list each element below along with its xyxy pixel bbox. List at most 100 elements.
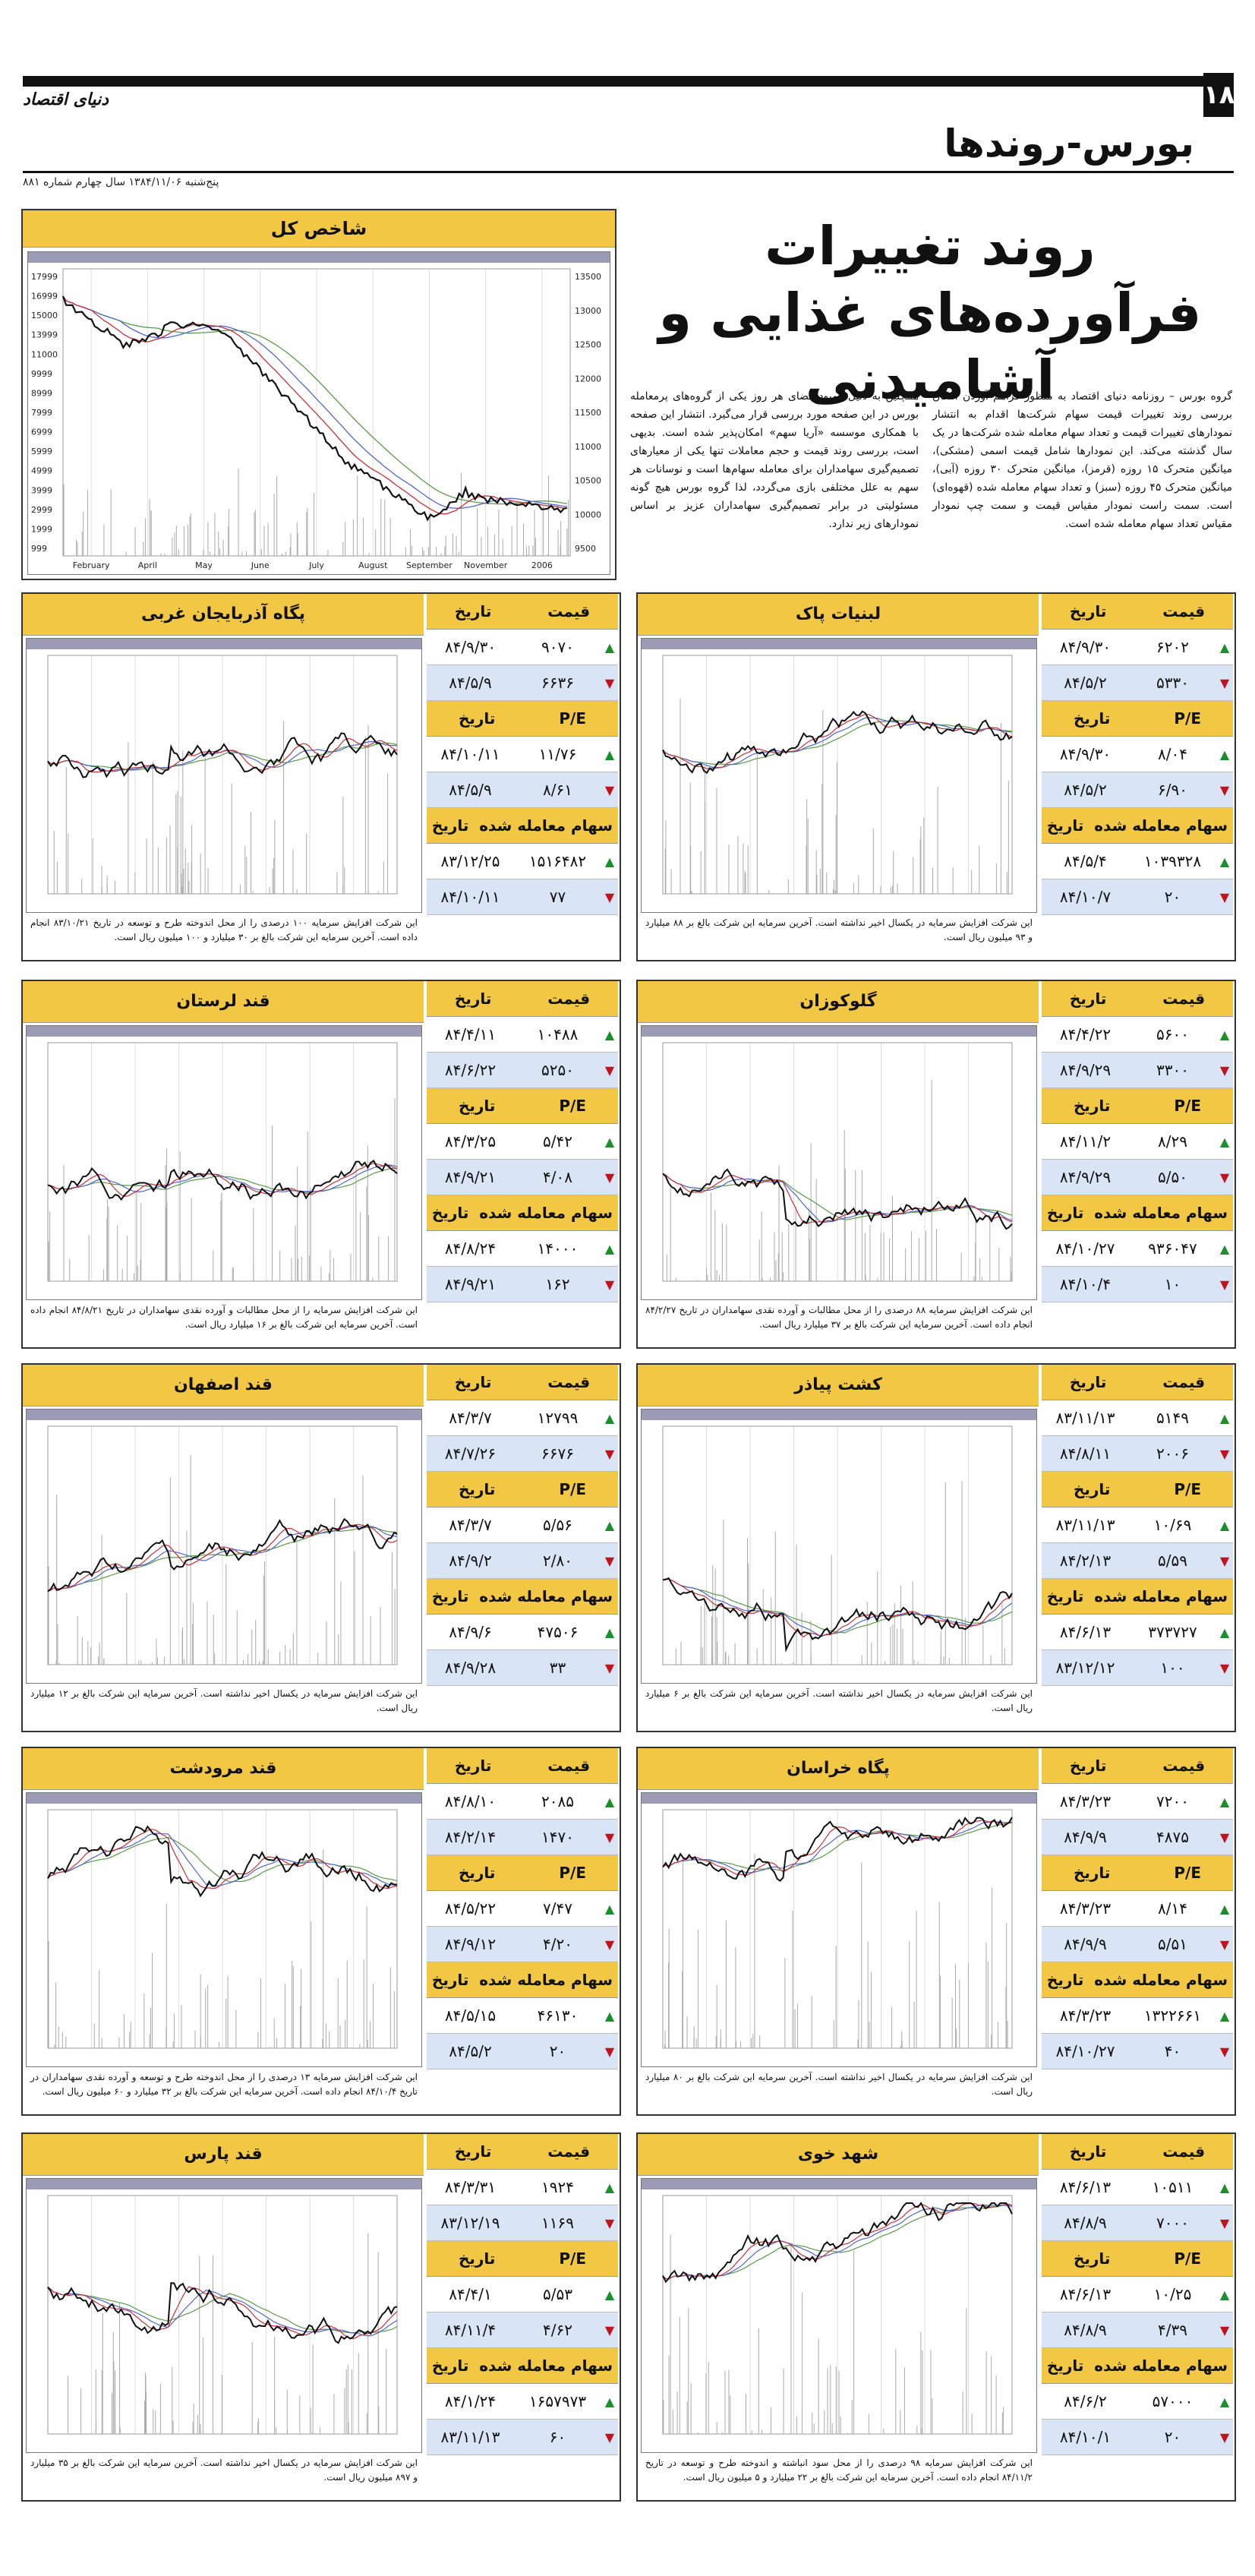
row-date: ۸۴/۸/۱۰ (444, 1792, 497, 1810)
row-value: ۱۰۵۱۱ (1152, 2178, 1194, 2196)
header-date: تاریخ (458, 1480, 496, 1498)
table-row: ۸۴/۹/۳۰ ۶۲۰۲ ▲ (1042, 630, 1233, 665)
row-value: ۸/۲۹ (1158, 1132, 1187, 1151)
row-date: ۸۴/۸/۹ (1064, 2214, 1107, 2232)
table-row: ۸۳/۱۱/۱۳ ۶۰ ▼ (427, 2420, 618, 2455)
row-date: ۸۴/۵/۱۵ (444, 2006, 497, 2025)
down-arrow-icon: ▼ (1219, 889, 1230, 904)
row-value: ۵/۵۹ (1158, 1552, 1187, 1570)
table-row: ۸۴/۳/۲۳ ۱۳۲۲۶۶۱ ▲ (1042, 1998, 1233, 2034)
header-date: تاریخ (431, 2357, 469, 2375)
row-value: ۷۷ (549, 888, 566, 906)
headline-line-2: فرآورده‌های غذایی و آشامیدنی (658, 282, 1202, 411)
down-arrow-icon: ▼ (1219, 782, 1230, 797)
row-date: ۸۴/۹/۹ (1064, 1935, 1107, 1953)
price-chart (641, 1792, 1037, 2067)
up-arrow-icon: ▲ (604, 2287, 615, 2302)
table-row: ۸۴/۵/۹ ۶۶۳۶ ▼ (427, 665, 618, 701)
left-tick: 15000 (31, 311, 58, 320)
up-arrow-icon: ▲ (1219, 2180, 1230, 2195)
table-header: تاریخ سهام معامله شده (427, 2348, 618, 2384)
down-arrow-icon: ▼ (604, 1277, 615, 1292)
down-arrow-icon: ▼ (604, 2215, 615, 2230)
row-value: ۶۰ (549, 2428, 566, 2446)
row-date: ۸۴/۴/۱۱ (444, 1025, 497, 1043)
up-arrow-icon: ▲ (604, 1901, 615, 1916)
row-value: ۵۶۰۰ (1156, 1025, 1189, 1043)
row-value: ۸/۰۴ (1158, 745, 1187, 763)
header-pe: P/E (559, 2249, 587, 2268)
table-row: ۸۴/۸/۱۰ ۲۰۸۵ ▲ (427, 1784, 618, 1820)
up-arrow-icon: ▲ (1219, 1027, 1230, 1042)
row-date: ۸۳/۱۱/۱۳ (440, 2428, 500, 2446)
row-date: ۸۴/۶/۲۲ (444, 1061, 497, 1079)
table-header: تاریخ قیمت (427, 1365, 618, 1400)
stats-table: تاریخ قیمت ۸۳/۱۱/۱۳ ۵۱۴۹ ▲ ۸۴/۸/۱۱ ۲۰۰۶ ▼ تاریخ P… (1042, 1365, 1233, 1686)
header-price: قیمت (547, 990, 591, 1008)
table-row: ۸۴/۱۰/۲۷ ۴۰ ▼ (1042, 2034, 1233, 2069)
left-tick: 1999 (31, 524, 52, 534)
up-arrow-icon: ▲ (604, 1410, 615, 1425)
row-value: ۱۴۷۰ (541, 1828, 574, 1846)
header-volume: سهام معامله شده (479, 2357, 613, 2375)
table-row: ۸۴/۶/۲۲ ۵۲۵۰ ▼ (427, 1053, 618, 1088)
header-volume: سهام معامله شده (1094, 1587, 1228, 1605)
table-row: ۸۴/۸/۹ ۷۰۰۰ ▼ (1042, 2205, 1233, 2241)
right-tick: 12500 (575, 340, 601, 350)
table-header: تاریخ قیمت (427, 2134, 618, 2170)
up-arrow-icon: ▲ (1219, 854, 1230, 869)
table-header: تاریخ سهام معامله شده (427, 1195, 618, 1231)
stats-table: تاریخ قیمت ۸۴/۹/۳۰ ۶۲۰۲ ▲ ۸۴/۵/۲ ۵۳۳۰ ▼ تاریخ P/E… (1042, 594, 1233, 915)
company-name: گلوکوزان (638, 981, 1039, 1023)
row-date: ۸۴/۹/۲ (449, 1552, 492, 1570)
down-arrow-icon: ▼ (604, 1170, 615, 1185)
table-row: ۸۴/۱۰/۴ ۱۰ ▼ (1042, 1267, 1233, 1302)
row-date: ۸۴/۹/۲۹ (1059, 1168, 1112, 1186)
down-arrow-icon: ▼ (1219, 1553, 1230, 1568)
up-arrow-icon: ▲ (604, 2180, 615, 2195)
down-arrow-icon: ▼ (604, 1446, 615, 1461)
month-label: August (358, 560, 388, 570)
table-row: ۸۴/۸/۹ ۴/۳۹ ▼ (1042, 2312, 1233, 2348)
row-value: ۴/۲۰ (543, 1935, 572, 1953)
company-name: قند پارس (23, 2134, 424, 2176)
month-label: 2006 (531, 560, 553, 570)
row-value: ۵۷۰۰۰ (1152, 2392, 1194, 2410)
row-value: ۴۷۵۰۶ (537, 1623, 579, 1641)
header-pe: P/E (1174, 1097, 1202, 1115)
table-header: تاریخ P/E (427, 1472, 618, 1507)
row-value: ۱۰۳۹۳۲۸ (1143, 852, 1202, 870)
table-header: تاریخ قیمت (1042, 1365, 1233, 1400)
table-row: ۸۴/۸/۱۱ ۲۰۰۶ ▼ (1042, 1436, 1233, 1472)
page-number: ۱۸ (1203, 73, 1235, 117)
table-header: تاریخ سهام معامله شده (1042, 808, 1233, 844)
left-tick: 17999 (31, 272, 58, 282)
down-arrow-icon: ▼ (604, 2429, 615, 2445)
row-date: ۸۴/۶/۲ (1064, 2392, 1107, 2410)
header-date: تاریخ (1046, 1971, 1084, 1989)
row-value: ۲/۸۰ (543, 1552, 572, 1570)
company-name: پگاه خراسان (638, 1748, 1039, 1790)
row-date: ۸۴/۱۰/۱ (1059, 2428, 1112, 2446)
table-row: ۸۴/۳/۷ ۱۲۷۹۹ ▲ (427, 1400, 618, 1436)
index-chart: February April May June July August September N… (27, 251, 610, 575)
row-value: ۵/۴۲ (543, 1132, 572, 1151)
down-arrow-icon: ▼ (604, 675, 615, 690)
header-volume: سهام معامله شده (479, 816, 613, 835)
header-date: تاریخ (1073, 709, 1111, 728)
index-chart-panel: شاخص کل February April May June July August Se… (21, 209, 616, 580)
table-header: تاریخ سهام معامله شده (427, 808, 618, 844)
stats-table: تاریخ قیمت ۸۴/۴/۲۲ ۵۶۰۰ ▲ ۸۴/۹/۲۹ ۳۳۰۰ ▼ تاریخ P/… (1042, 981, 1233, 1302)
table-header: تاریخ P/E (1042, 701, 1233, 737)
row-date: ۸۴/۳/۷ (449, 1516, 492, 1534)
table-row: ۸۴/۱۰/۱۱ ۷۷ ▼ (427, 879, 618, 915)
left-tick: 13999 (31, 330, 58, 340)
up-arrow-icon: ▲ (604, 1134, 615, 1149)
table-header: تاریخ قیمت (1042, 1748, 1233, 1784)
month-label: November (464, 560, 508, 570)
header-pe: P/E (559, 1864, 587, 1882)
table-header: تاریخ P/E (1042, 2241, 1233, 2277)
table-header: تاریخ سهام معامله شده (1042, 1962, 1233, 1998)
right-tick: 11500 (575, 408, 601, 418)
left-tick: 16999 (31, 292, 58, 301)
